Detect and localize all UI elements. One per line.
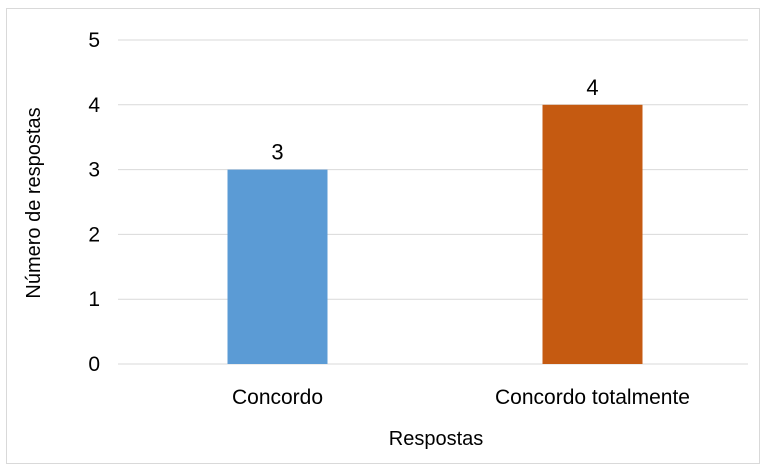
y-tick-label: 4 <box>88 94 100 117</box>
x-axis-title: Respostas <box>389 428 484 450</box>
y-tick-label: 0 <box>88 353 100 376</box>
y-tick-label: 3 <box>88 159 100 182</box>
gridlines <box>118 39 748 365</box>
data-label: 3 <box>271 140 283 165</box>
x-category-labels: Concordo Concordo totalmente <box>232 386 690 409</box>
bar <box>227 169 328 364</box>
data-label: 4 <box>586 75 598 100</box>
y-tick-label: 5 <box>88 29 100 52</box>
bars <box>227 104 643 365</box>
x-category-label: Concordo <box>232 386 323 409</box>
data-labels: 34 <box>271 75 598 165</box>
x-category-label: Concordo totalmente <box>495 386 690 409</box>
y-tick-label: 2 <box>88 223 100 246</box>
y-tick-label: 1 <box>88 288 100 311</box>
y-tick-labels: 0 1 2 3 4 5 <box>88 29 100 376</box>
y-axis-title: Número de respostas <box>23 107 45 298</box>
bar <box>542 104 643 365</box>
